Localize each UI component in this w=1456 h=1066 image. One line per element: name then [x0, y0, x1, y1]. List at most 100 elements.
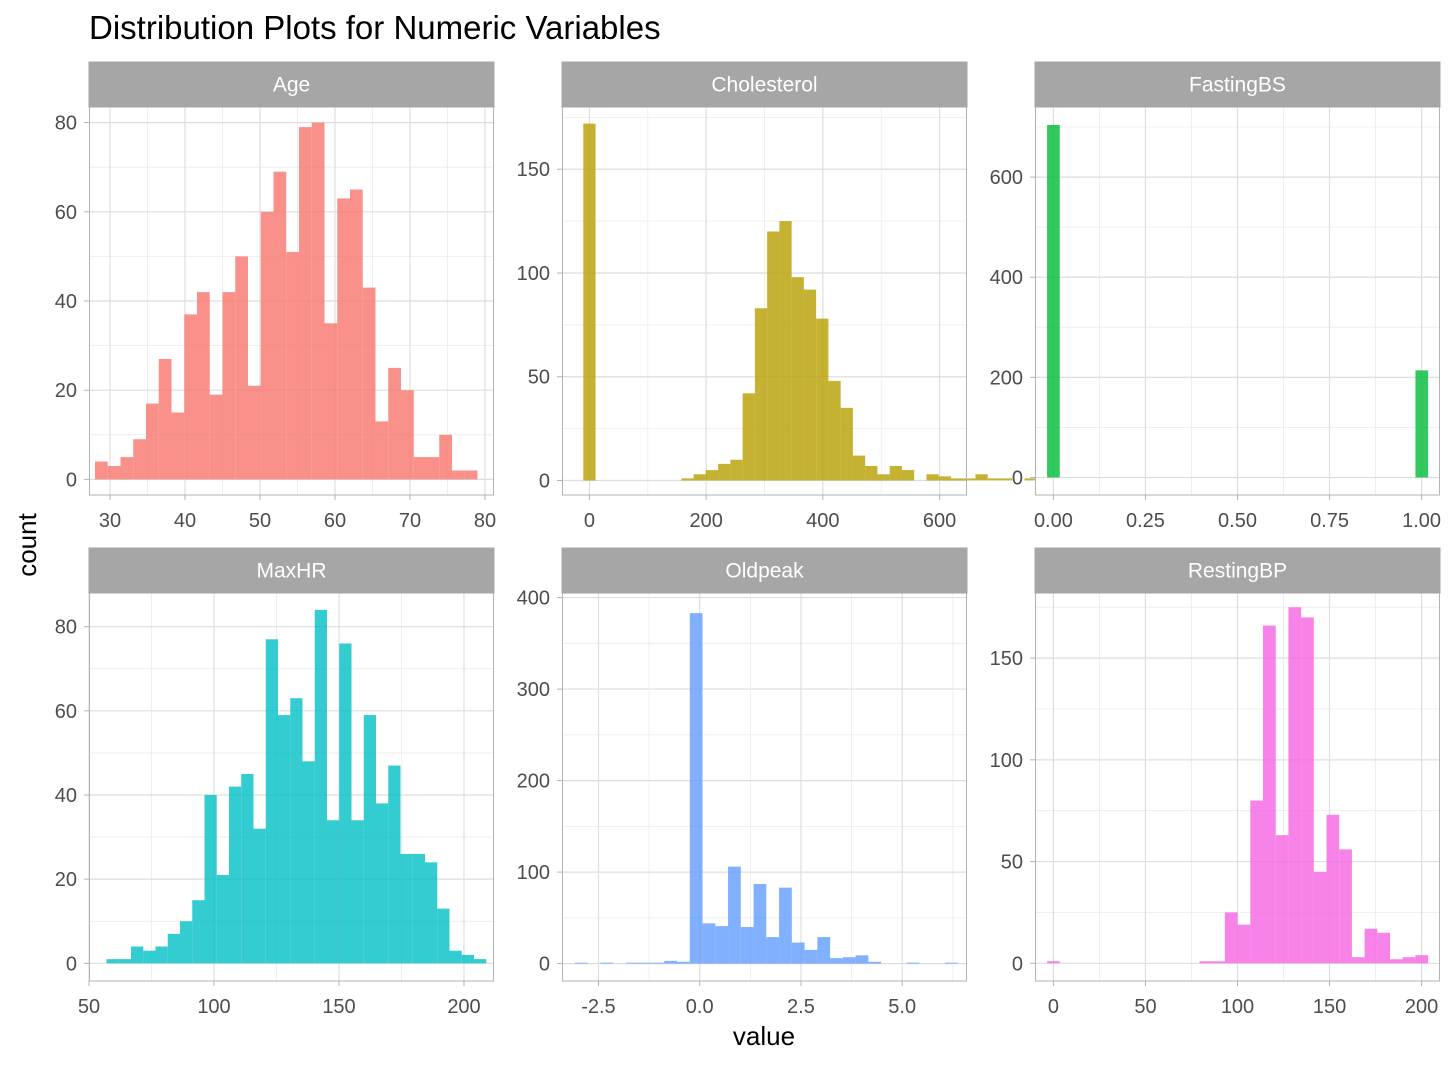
- histogram-bar-age: [222, 292, 236, 480]
- y-tick-label: 300: [517, 679, 550, 701]
- histogram-bar-oldpeak: [677, 961, 690, 964]
- histogram-bar-age: [133, 439, 146, 480]
- facet-panel-age: Age 30 40 50 60 70 80 0 20 40 60 80: [55, 61, 496, 532]
- facet-strip-oldpeak: [561, 547, 968, 594]
- histogram-bar-maxhr: [437, 908, 450, 964]
- y-tick-label: 100: [517, 862, 550, 884]
- histogram-bar-maxhr: [376, 803, 389, 964]
- facet-label-age: Age: [273, 74, 310, 97]
- x-tick-label: 5.0: [888, 996, 916, 1018]
- histogram-bar-maxhr: [204, 794, 217, 964]
- histogram-bar-age: [273, 171, 287, 480]
- facet-panel-maxhr: MaxHR 50 100 150 200 0 20 40 60 80: [55, 547, 495, 1018]
- histogram-bar-cholesterol: [742, 393, 755, 481]
- histogram-bar-oldpeak: [766, 937, 780, 964]
- histogram-bar-cholesterol: [681, 478, 694, 481]
- histogram-bar-cholesterol: [791, 277, 804, 481]
- histogram-bar-maxhr: [118, 959, 131, 964]
- x-tick-label: 200: [1405, 996, 1438, 1018]
- histogram-bar-oldpeak: [664, 960, 678, 964]
- histogram-bar-cholesterol: [779, 221, 792, 481]
- histogram-bar-maxhr: [400, 853, 413, 964]
- histogram-bar-cholesterol: [877, 474, 890, 481]
- histogram-bar-fastingbs: [1047, 125, 1060, 478]
- histogram-bar-age: [158, 358, 172, 480]
- histogram-bar-cholesterol: [816, 318, 829, 481]
- x-tick-label: 150: [322, 996, 355, 1018]
- histogram-bar-oldpeak: [791, 942, 805, 964]
- y-tick-label: 200: [517, 771, 550, 793]
- x-tick-label: 1.00: [1402, 510, 1441, 532]
- facet-strip-restingbp: [1034, 547, 1441, 594]
- y-tick-label: 0: [1012, 467, 1023, 489]
- histogram-bar-oldpeak: [625, 962, 639, 964]
- histogram-bar-restingbp: [1288, 607, 1302, 964]
- y-tick-label: 0: [66, 953, 77, 975]
- y-tick-label: 150: [990, 648, 1023, 670]
- histogram-bar-restingbp: [1402, 957, 1416, 964]
- facet-strip-maxhr: [88, 547, 495, 594]
- histogram-bar-oldpeak: [638, 962, 652, 964]
- x-tick-label: 80: [474, 510, 496, 532]
- histogram-bar-restingbp: [1326, 814, 1340, 964]
- y-tick-label: 0: [1012, 953, 1023, 975]
- histogram-bar-cholesterol: [693, 474, 706, 481]
- histogram-bar-oldpeak: [830, 958, 843, 964]
- histogram-bar-maxhr: [461, 954, 474, 964]
- histogram-bar-age: [426, 457, 440, 480]
- histogram-bar-oldpeak: [817, 937, 831, 964]
- histogram-bar-maxhr: [290, 698, 303, 964]
- histogram-bar-cholesterol: [718, 463, 731, 481]
- histogram-bar-restingbp: [1351, 957, 1365, 964]
- histogram-bar-age: [362, 287, 376, 480]
- histogram-bar-age: [209, 394, 223, 480]
- y-axis-title: count: [12, 512, 42, 576]
- histogram-bar-age: [413, 457, 427, 480]
- x-tick-label: 0.0: [686, 996, 714, 1018]
- y-tick-label: 80: [55, 617, 77, 639]
- histogram-bar-age: [120, 457, 134, 480]
- histogram-bar-maxhr: [327, 820, 340, 964]
- histogram-bar-age: [260, 211, 274, 480]
- x-tick-label: 0: [1048, 996, 1059, 1018]
- histogram-bar-cholesterol: [901, 470, 915, 481]
- histogram-bar-oldpeak: [651, 962, 665, 964]
- histogram-bar-oldpeak: [574, 962, 588, 964]
- histogram-bar-age: [197, 292, 210, 480]
- x-tick-label: 200: [689, 510, 722, 532]
- histogram-bar-age: [375, 421, 389, 480]
- histogram-bar-maxhr: [229, 786, 242, 964]
- y-tick-label: 100: [517, 263, 550, 285]
- histogram-bar-maxhr: [180, 921, 193, 964]
- histogram-bar-cholesterol: [926, 474, 939, 481]
- histogram-bar-cholesterol: [963, 478, 976, 481]
- histogram-bar-restingbp: [1364, 928, 1378, 964]
- histogram-bar-maxhr: [314, 609, 327, 964]
- histogram-bar-cholesterol: [938, 476, 951, 481]
- histogram-bar-cholesterol: [754, 308, 768, 481]
- histogram-bar-maxhr: [363, 715, 376, 964]
- y-tick-label: 400: [990, 267, 1023, 289]
- y-tick-label: 40: [55, 785, 77, 807]
- histogram-bar-age: [95, 461, 108, 480]
- histogram-bar-restingbp: [1339, 849, 1352, 964]
- histogram-bar-oldpeak: [779, 887, 792, 964]
- histogram-bar-oldpeak: [740, 927, 754, 964]
- x-tick-label: 0.25: [1126, 510, 1165, 532]
- histogram-bar-oldpeak: [906, 962, 920, 964]
- histogram-bar-restingbp: [1237, 924, 1251, 964]
- histogram-bar-cholesterol: [705, 470, 719, 481]
- histogram-bar-maxhr: [167, 933, 180, 964]
- y-tick-label: 50: [528, 367, 550, 389]
- x-tick-label: 50: [249, 510, 271, 532]
- histogram-bar-restingbp: [1212, 961, 1225, 964]
- histogram-bar-maxhr: [339, 643, 352, 964]
- histogram-bar-fastingbs: [1415, 370, 1429, 478]
- histogram-bar-cholesterol: [1024, 478, 1037, 481]
- facet-label-cholesterol: Cholesterol: [711, 74, 817, 97]
- histogram-bar-age: [388, 367, 401, 480]
- histogram-bar-maxhr: [351, 820, 364, 964]
- y-tick-label: 40: [55, 291, 77, 313]
- x-tick-label: 40: [174, 510, 196, 532]
